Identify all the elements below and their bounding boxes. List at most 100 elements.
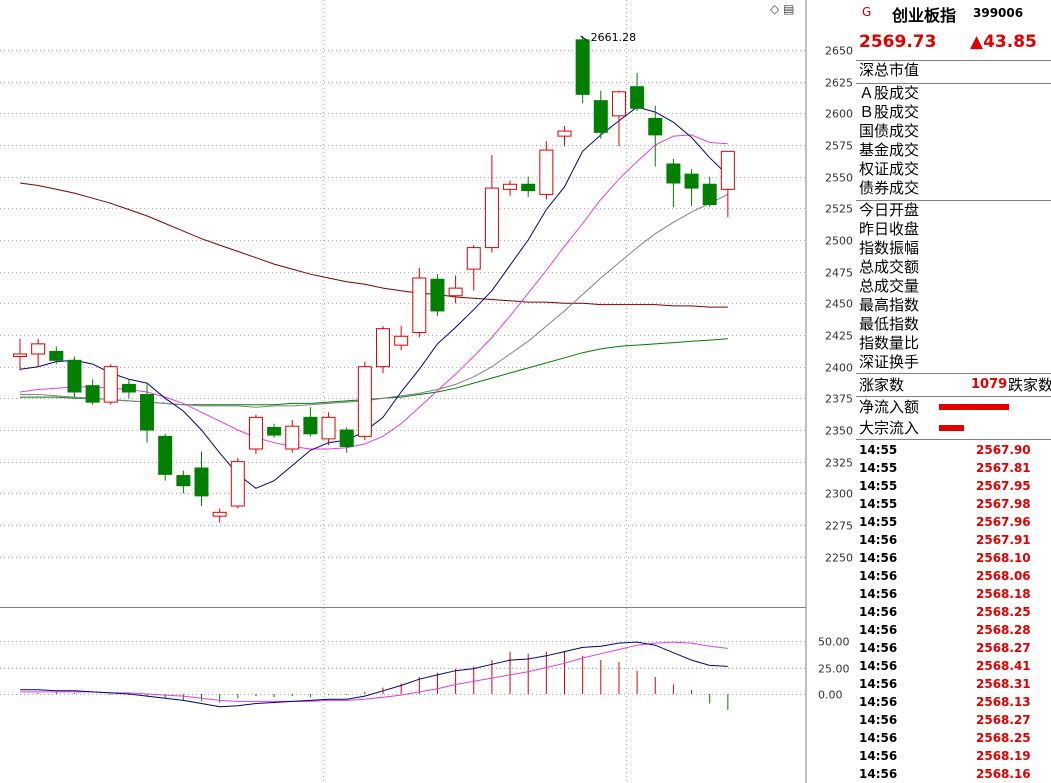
tick-row: 14:56 2568.28 xyxy=(856,621,1051,639)
candle xyxy=(230,461,245,507)
candle xyxy=(285,425,300,450)
y-tick-label: 2275 xyxy=(825,520,853,533)
tick-price: 2568.13 xyxy=(976,695,1031,709)
peak-label: 2661.28 xyxy=(591,31,637,44)
candle xyxy=(503,183,518,190)
market-glyph: G xyxy=(862,5,872,19)
y-tick-label: 2350 xyxy=(825,425,853,438)
candle xyxy=(267,426,282,436)
turnover-label: 国债成交 xyxy=(859,122,920,140)
quote-panel: G 创业板指 399006 2569.73 ▲43.85 深总市值 Ａ股成交 Ｂ股… xyxy=(856,0,1051,783)
candle xyxy=(13,353,27,358)
tick-price: 2567.98 xyxy=(976,497,1031,511)
peak-marker xyxy=(580,35,587,41)
tick-row: 14:56 2568.19 xyxy=(856,747,1051,765)
price-chart: 2650 2625 2600 2575 2550 2525 2500 2475 2450 2425… xyxy=(0,0,853,783)
macd-dif-line xyxy=(20,641,728,708)
index-stat-label: 总成交量 xyxy=(859,277,920,295)
tick-time: 14:56 xyxy=(859,533,898,547)
net-inflow-bar xyxy=(939,404,1009,410)
candle xyxy=(557,130,572,137)
tick-time: 14:56 xyxy=(859,605,898,619)
y-tick-label: 2625 xyxy=(825,77,853,90)
flow-section: 净流入额 大宗流入 xyxy=(856,397,1051,440)
tick-price: 2568.19 xyxy=(976,749,1031,763)
macd-tick-label: 50.00 xyxy=(818,636,850,649)
tick-time: 14:56 xyxy=(859,623,898,637)
tick-time: 14:56 xyxy=(859,767,898,781)
candle xyxy=(484,187,499,249)
candle xyxy=(176,475,191,487)
tick-time: 14:55 xyxy=(859,497,898,511)
tick-row: 14:55 2567.90 xyxy=(856,441,1051,459)
stat-label: 深总市值 xyxy=(859,61,920,79)
candle xyxy=(630,86,645,109)
candle xyxy=(684,173,699,189)
block-inflow-label: 大宗流入 xyxy=(859,419,920,437)
candle xyxy=(448,287,463,297)
candle xyxy=(103,366,118,403)
tick-row: 14:56 2568.31 xyxy=(856,675,1051,693)
tick-row: 14:56 2568.13 xyxy=(856,693,1051,711)
breadth-section: 涨家数 1079 跌家数 xyxy=(856,374,1051,397)
tick-time: 14:56 xyxy=(859,713,898,727)
tick-price: 2567.90 xyxy=(976,443,1031,457)
candle xyxy=(339,429,354,447)
ma10-line xyxy=(19,134,728,450)
chart-toolbar[interactable]: ◇ ▤ xyxy=(770,2,794,16)
market-cap-section: 深总市值 xyxy=(856,61,1051,84)
tick-price: 2568.25 xyxy=(976,731,1031,745)
turnover-label: Ｂ股成交 xyxy=(859,103,920,121)
tick-time: 14:55 xyxy=(859,461,898,475)
tick-price: 2568.41 xyxy=(976,659,1031,673)
macd-tick-label: 25.00 xyxy=(818,663,850,676)
turnover-label: Ａ股成交 xyxy=(859,84,920,102)
candle xyxy=(303,416,318,435)
y-tick-label: 2650 xyxy=(825,45,853,58)
rise-count: 1079 xyxy=(971,377,1008,392)
index-stat-label: 最低指数 xyxy=(859,315,920,333)
tick-time: 14:56 xyxy=(859,749,898,763)
last-price: 2569.73 xyxy=(859,32,937,52)
index-stat-label: 最高指数 xyxy=(859,296,920,314)
candle xyxy=(521,183,536,192)
diamond-icon[interactable]: ◇ xyxy=(770,2,780,16)
tick-row: 14:56 2568.25 xyxy=(856,603,1051,621)
tick-time: 14:56 xyxy=(859,695,898,709)
candle xyxy=(430,278,445,312)
y-tick-label: 2425 xyxy=(825,330,853,343)
index-name: 创业板指 xyxy=(892,6,957,25)
y-tick-label: 2400 xyxy=(825,362,853,375)
tick-price: 2568.27 xyxy=(976,713,1031,727)
rise-label: 涨家数 xyxy=(859,376,905,394)
index-stats-section: 今日开盘 昨日收盘 指数振幅 总成交额 总成交量 最高指数 最低指数 指数量比 深证换手 xyxy=(856,201,1051,374)
macd-dea-line xyxy=(20,641,728,702)
candle xyxy=(593,100,608,133)
y-tick-label: 2300 xyxy=(825,488,853,501)
index-stat-label: 总成交额 xyxy=(859,258,920,276)
tick-row: 14:56 2568.16 xyxy=(856,765,1051,783)
y-tick-label: 2325 xyxy=(825,457,853,470)
tick-price: 2567.81 xyxy=(976,461,1031,475)
candle xyxy=(357,366,372,437)
tick-row: 14:56 2568.27 xyxy=(856,639,1051,657)
tick-row: 14:55 2567.81 xyxy=(856,459,1051,477)
y-tick-label: 2375 xyxy=(825,393,853,406)
y-tick-label: 2600 xyxy=(825,108,853,121)
candle xyxy=(611,91,626,117)
tick-price: 2568.10 xyxy=(976,551,1031,565)
index-stat-label: 昨日收盘 xyxy=(859,220,920,238)
candle xyxy=(85,385,100,403)
tick-time: 14:55 xyxy=(859,443,898,457)
menu-box-icon[interactable]: ▤ xyxy=(783,2,795,16)
candle xyxy=(121,383,136,393)
tick-price: 2567.91 xyxy=(976,533,1031,547)
candle xyxy=(702,183,717,206)
candle xyxy=(720,150,735,190)
candle xyxy=(67,359,82,393)
candle xyxy=(376,328,390,368)
candle xyxy=(321,416,336,440)
y-tick-label: 2500 xyxy=(825,235,853,248)
tick-price: 2567.95 xyxy=(976,479,1031,493)
tick-row: 14:56 2568.27 xyxy=(856,711,1051,729)
